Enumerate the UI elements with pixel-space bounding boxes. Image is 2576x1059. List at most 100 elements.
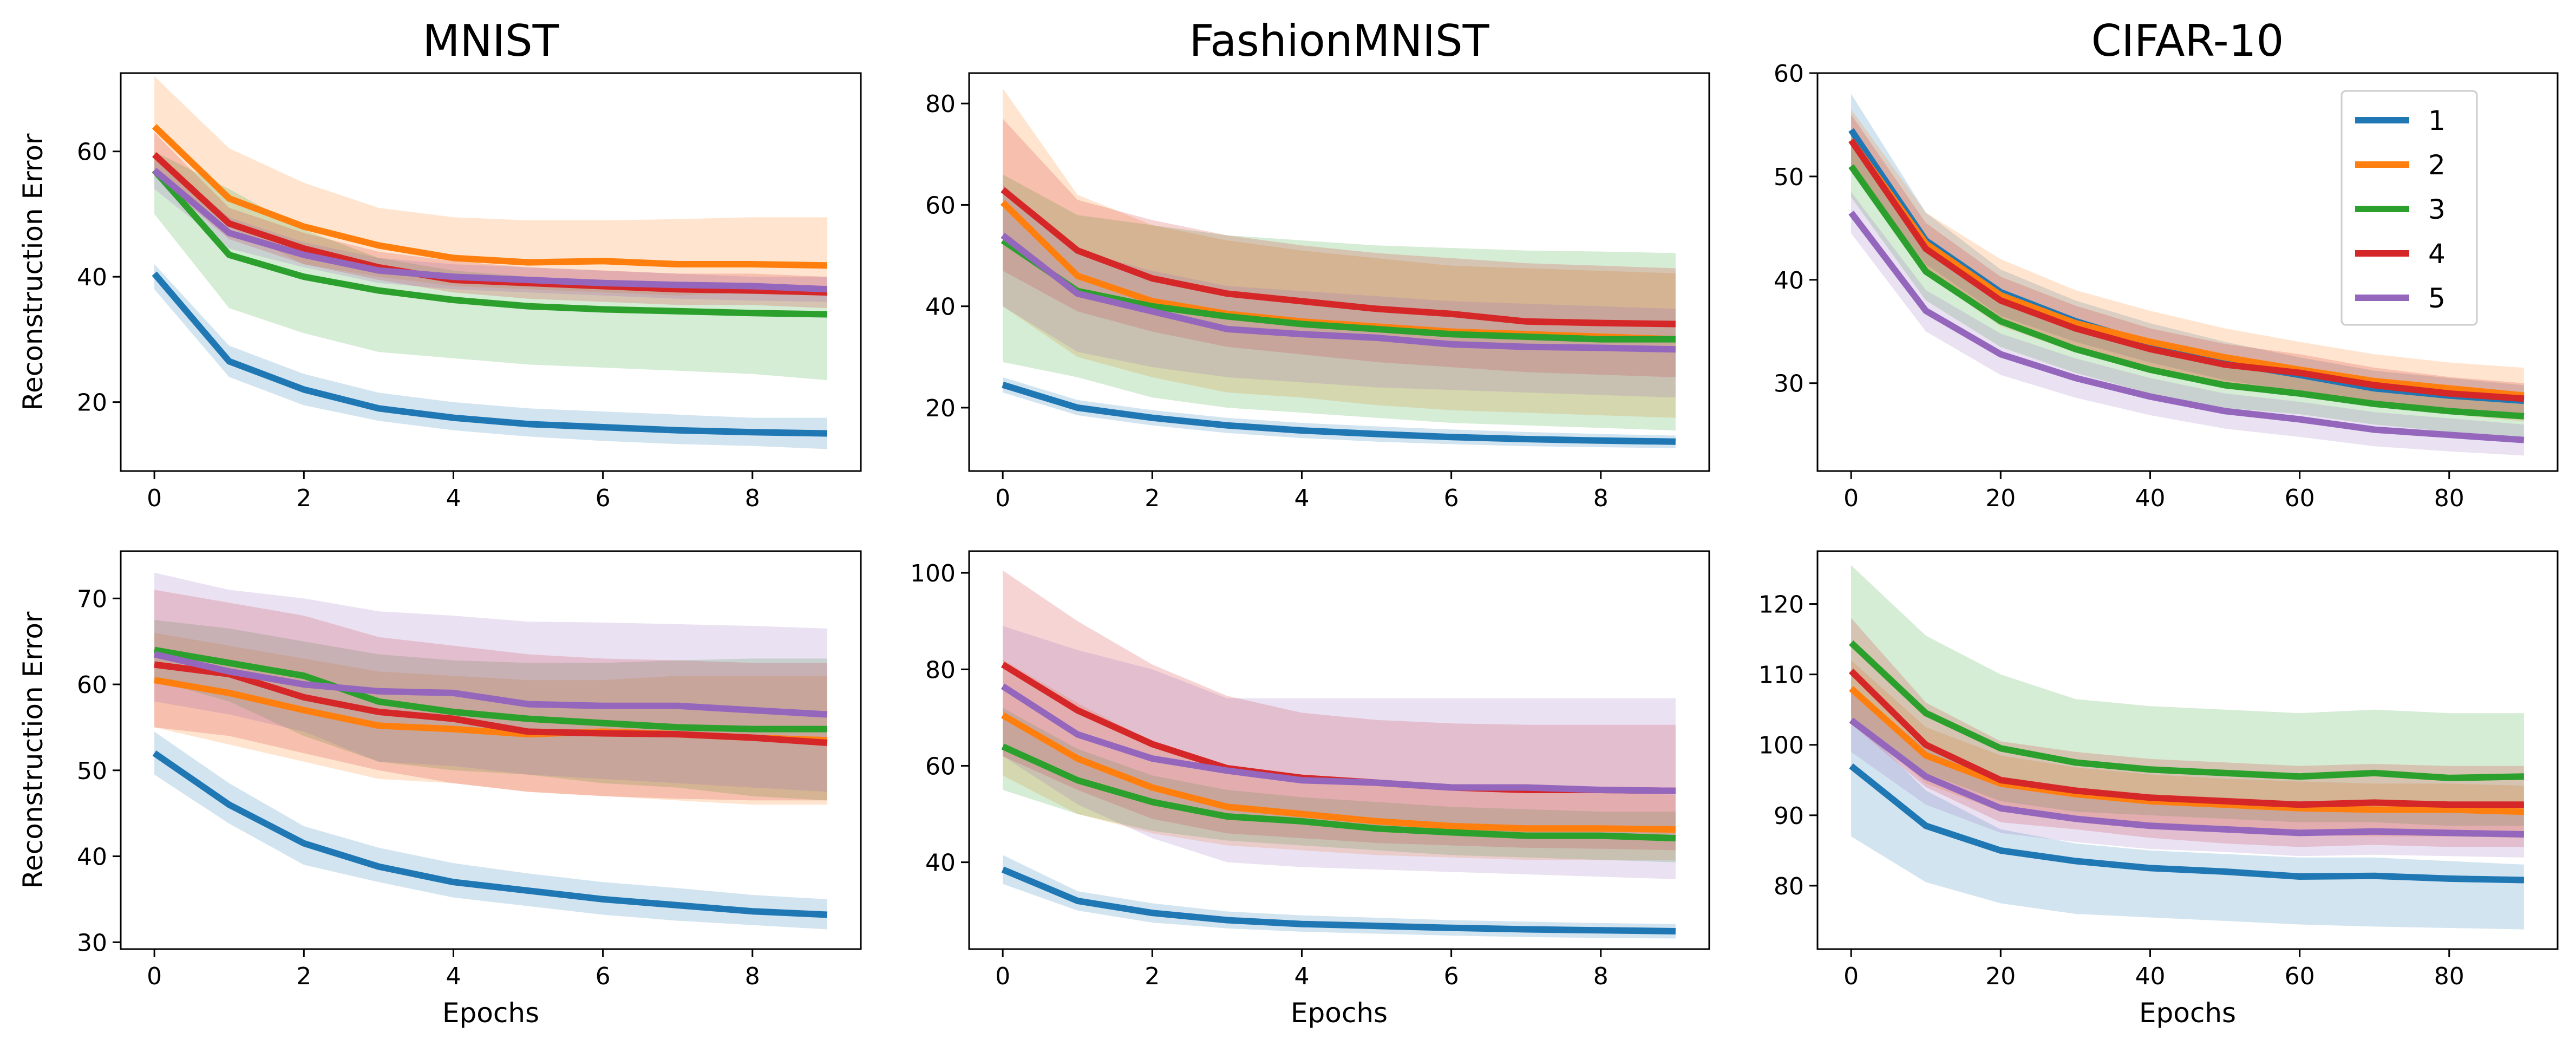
x-tick-label: 20 — [1985, 963, 2016, 990]
x-tick-label: 0 — [995, 963, 1010, 990]
axes-frame — [120, 550, 862, 950]
y-tick-label: 40 — [925, 849, 956, 877]
band-series-3 — [154, 620, 827, 801]
y-tick-label: 120 — [1758, 591, 1804, 619]
x-tick-label: 4 — [446, 485, 461, 512]
axes-frame — [1816, 550, 2559, 950]
panel-5: 0 2 4 6 8 40 60 80 100 Epochs — [910, 550, 1710, 1029]
line-series-4 — [154, 661, 828, 746]
legend-label-2: 2 — [2428, 149, 2446, 181]
x-axis-label: Epochs — [2139, 997, 2236, 1029]
band-series-4 — [1851, 618, 2524, 847]
line-series-5 — [152, 167, 828, 293]
panel-title: CIFAR-10 — [2091, 16, 2284, 66]
legend: 1 2 3 4 5 — [2340, 90, 2478, 326]
x-tick-label: 0 — [1843, 485, 1859, 512]
y-tick-label: 20 — [925, 395, 956, 422]
y-tick-label: 40 — [77, 844, 107, 871]
x-tick-label: 80 — [2434, 963, 2464, 990]
band-series-5 — [154, 154, 827, 302]
x-tick-label: 0 — [147, 963, 162, 990]
line-series-5 — [1849, 717, 2525, 838]
y-tick-label: 100 — [1758, 732, 1804, 760]
x-tick-label: 4 — [1294, 963, 1309, 990]
y-tick-label: 60 — [1774, 60, 1804, 88]
y-tick-label: 90 — [1774, 802, 1804, 830]
axes-frame — [120, 72, 862, 472]
band-series-3 — [1003, 708, 1676, 862]
axes-frame — [1816, 72, 2559, 472]
band-series-3 — [1851, 565, 2524, 826]
line-series-3 — [1001, 238, 1676, 343]
x-axis-label: Epochs — [442, 997, 539, 1029]
panel-title: FashionMNIST — [1189, 16, 1489, 66]
line-series-3 — [1848, 640, 2525, 781]
y-tick-label: 110 — [1758, 662, 1804, 689]
y-tick-label: 100 — [910, 560, 956, 587]
y-tick-label: 30 — [77, 929, 107, 957]
band-series-2 — [1003, 659, 1676, 860]
x-tick-label: 60 — [2285, 485, 2315, 512]
band-series-2 — [1851, 660, 2524, 838]
x-tick-label: 0 — [1843, 963, 1859, 990]
y-tick-label: 20 — [77, 389, 107, 417]
x-tick-label: 6 — [596, 485, 611, 512]
x-tick-label: 2 — [296, 485, 311, 512]
y-tick-label: 40 — [77, 264, 107, 291]
legend-label-5: 5 — [2428, 283, 2446, 314]
line-series-3 — [154, 646, 827, 733]
line-series-2 — [1848, 138, 2525, 399]
band-series-5 — [1851, 688, 2524, 858]
panel-1: 0 2 4 6 8 20 40 60 MNIST Reconstruction Error — [17, 16, 862, 512]
axes-frame — [968, 72, 1710, 472]
y-axis-label: Reconstruction Error — [17, 611, 49, 888]
x-tick-label: 8 — [745, 963, 760, 990]
axes-frame — [968, 550, 1710, 950]
legend-label-1: 1 — [2428, 105, 2446, 136]
line-series-4 — [1848, 138, 2525, 402]
panel-title: MNIST — [422, 16, 559, 66]
x-tick-label: 40 — [2135, 963, 2165, 990]
x-tick-label: 2 — [1145, 485, 1160, 512]
y-tick-label: 50 — [77, 757, 107, 785]
band-series-2 — [154, 76, 827, 296]
line-series-5 — [1001, 683, 1676, 794]
line-series-3 — [1848, 164, 2525, 420]
x-tick-label: 8 — [1593, 963, 1609, 990]
line-series-2 — [1849, 686, 2525, 815]
line-series-4 — [1001, 187, 1676, 328]
plot-area — [1001, 570, 1676, 939]
x-tick-label: 4 — [446, 963, 461, 990]
panel-3: 0 20 40 60 80 30 40 50 60 CIFAR-10 1 2 3 4 5 — [1774, 16, 2559, 512]
x-tick-label: 40 — [2135, 485, 2165, 512]
panel-6: 0 20 40 60 80 80 90 100 110 120 Epochs — [1758, 550, 2559, 1029]
line-series-1 — [1001, 866, 1676, 934]
line-series-3 — [152, 168, 827, 318]
line-series-5 — [1848, 211, 2525, 443]
plot-area — [152, 76, 828, 449]
line-series-5 — [153, 651, 828, 718]
line-series-4 — [1848, 668, 2524, 808]
line-series-5 — [1001, 232, 1676, 353]
line-series-2 — [1001, 712, 1676, 833]
x-tick-label: 20 — [1985, 485, 2016, 512]
line-series-1 — [152, 271, 828, 437]
y-tick-label: 80 — [1774, 873, 1804, 900]
y-tick-label: 40 — [1774, 267, 1804, 295]
y-tick-label: 80 — [925, 656, 956, 684]
panel-2: 0 2 4 6 8 20 40 60 80 FashionMNIST — [925, 16, 1710, 512]
x-tick-label: 2 — [296, 963, 311, 990]
y-axis-label: Reconstruction Error — [17, 133, 49, 410]
x-tick-label: 6 — [1444, 485, 1459, 512]
line-series-1 — [152, 750, 828, 918]
band-series-4 — [154, 590, 827, 801]
x-tick-label: 6 — [596, 963, 611, 990]
plot-area — [1848, 94, 2525, 456]
band-series-5 — [1003, 626, 1676, 879]
band-series-2 — [154, 632, 827, 805]
x-tick-label: 60 — [2285, 963, 2315, 990]
x-tick-label: 2 — [1145, 963, 1160, 990]
band-series-4 — [154, 133, 827, 309]
x-tick-label: 8 — [745, 485, 760, 512]
line-series-1 — [1002, 382, 1676, 445]
